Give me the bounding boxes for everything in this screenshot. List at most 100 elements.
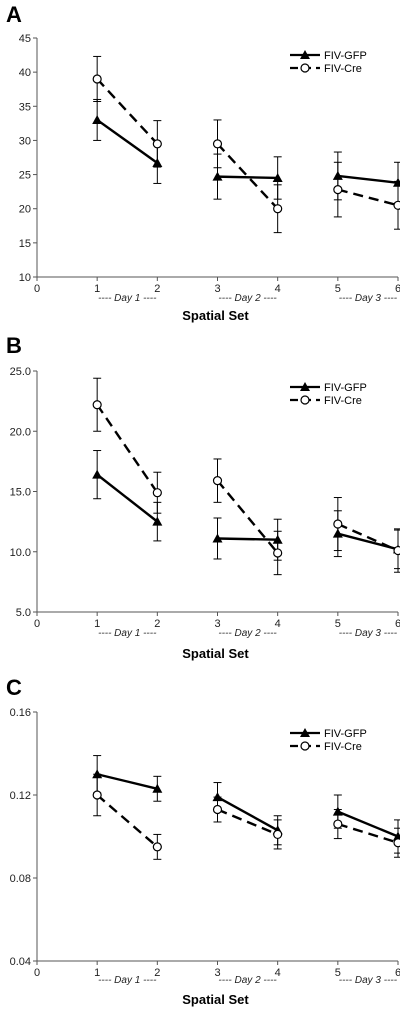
series-fiv-gfp <box>92 755 400 854</box>
series-line-segment <box>337 522 399 552</box>
day-label: ---- Day 3 ---- <box>339 975 398 986</box>
x-tick-label: 3 <box>214 283 220 295</box>
legend-label: FIV-GFP <box>324 728 367 740</box>
data-point-circle <box>152 488 162 498</box>
legend-marker-circle <box>300 395 310 405</box>
x-tick-label: 0 <box>34 618 40 630</box>
y-tick-label: 45 <box>19 33 31 45</box>
series-line-segment <box>337 810 399 838</box>
x-tick-label: 2 <box>154 618 160 630</box>
series-line-segment <box>96 118 159 164</box>
series-fiv-gfp <box>92 98 400 204</box>
legend-label: FIV-Cre <box>324 63 362 75</box>
x-tick-label: 5 <box>335 618 341 630</box>
y-tick-label: 0.12 <box>10 790 31 802</box>
x-tick-label: 0 <box>34 967 40 979</box>
series-line-segment <box>96 794 159 848</box>
y-tick-label: 30 <box>19 135 31 147</box>
data-point-circle <box>152 139 162 149</box>
y-tick-label: 25.0 <box>10 366 31 378</box>
x-tick-label: 6 <box>395 618 400 630</box>
x-axis-title: Spatial Set <box>182 992 249 1007</box>
panel-letter: C <box>6 675 22 700</box>
x-axis-title: Spatial Set <box>182 646 249 661</box>
y-tick-label: 20 <box>19 204 31 216</box>
day-label: ---- Day 1 ---- <box>98 628 157 639</box>
y-tick-label: 20.0 <box>10 426 31 438</box>
data-point-circle <box>92 74 102 84</box>
x-tick-label: 0 <box>34 283 40 295</box>
x-tick-label: 6 <box>395 283 400 295</box>
x-tick-label: 1 <box>94 283 100 295</box>
x-tick-label: 1 <box>94 967 100 979</box>
series-line-segment <box>217 808 279 836</box>
series-line-segment <box>216 143 279 210</box>
y-tick-label: 0.16 <box>10 707 31 719</box>
data-point-circle <box>393 200 400 210</box>
data-point-circle <box>212 804 223 815</box>
x-tick-label: 5 <box>335 283 341 295</box>
series-fiv-cre <box>92 55 400 234</box>
data-point-circle <box>333 519 343 529</box>
y-tick-label: 35 <box>19 101 31 113</box>
data-point-triangle <box>92 114 103 124</box>
y-tick-label: 10.0 <box>10 547 31 559</box>
legend-marker-circle <box>300 741 310 751</box>
day-label: ---- Day 2 ---- <box>218 293 277 304</box>
y-tick-label: 0.04 <box>10 956 31 968</box>
data-point-triangle <box>212 171 223 181</box>
panel-c: C 0.04 0.08 0.12 0.16 0 1 2 3 4 5 6 ---- Day 1 ---- -… <box>6 675 400 1007</box>
series-line-segment <box>96 78 159 145</box>
data-point-triangle <box>152 516 163 526</box>
data-point-circle <box>273 548 283 558</box>
series-line-segment <box>96 404 159 494</box>
x-tick-label: 3 <box>214 967 220 979</box>
series-fiv-cre <box>92 773 400 860</box>
legend-marker-triangle <box>300 382 310 391</box>
x-tick-label: 2 <box>154 283 160 295</box>
data-point-circle <box>333 819 343 829</box>
series-line-segment <box>337 822 399 844</box>
day-label: ---- Day 1 ---- <box>98 975 157 986</box>
day-label: ---- Day 3 ---- <box>339 293 398 304</box>
data-point-triangle <box>212 533 223 543</box>
y-tick-label: 5.0 <box>16 607 31 619</box>
series-line-segment <box>217 537 278 541</box>
y-tick-label: 25 <box>19 170 31 182</box>
data-point-triangle <box>152 783 163 793</box>
series-line-segment <box>216 796 279 832</box>
data-point-circle <box>393 545 400 556</box>
x-tick-label: 6 <box>395 967 400 979</box>
legend-label: FIV-Cre <box>324 395 362 407</box>
legend-marker-circle <box>300 63 310 73</box>
x-tick-label: 5 <box>335 967 341 979</box>
series-line-segment <box>96 473 159 523</box>
day-label: ---- Day 3 ---- <box>339 628 398 639</box>
legend-marker-triangle <box>300 50 310 59</box>
data-point-circle <box>212 476 223 486</box>
data-point-circle <box>273 204 283 214</box>
panel-b: B 5.0 10.0 15.0 20.0 25.0 0 1 2 3 4 5 6 ---- Day 1 --… <box>6 333 400 661</box>
x-tick-label: 1 <box>94 618 100 630</box>
series-line-segment <box>96 773 158 790</box>
data-point-circle <box>92 400 102 410</box>
series-line-segment <box>216 479 279 554</box>
series-line-segment <box>337 174 399 184</box>
panel-letter: B <box>6 333 22 358</box>
data-point-triangle <box>92 469 103 479</box>
y-tick-label: 15 <box>19 238 31 250</box>
data-point-triangle <box>272 172 283 182</box>
x-axis-title: Spatial Set <box>182 308 249 323</box>
data-point-circle <box>92 790 102 800</box>
y-tick-label: 0.08 <box>10 873 31 885</box>
series-fiv-gfp <box>92 450 400 570</box>
data-point-circle <box>273 829 283 840</box>
series-line-segment <box>337 188 399 207</box>
x-tick-label: 4 <box>275 618 281 630</box>
data-point-circle <box>152 842 162 852</box>
